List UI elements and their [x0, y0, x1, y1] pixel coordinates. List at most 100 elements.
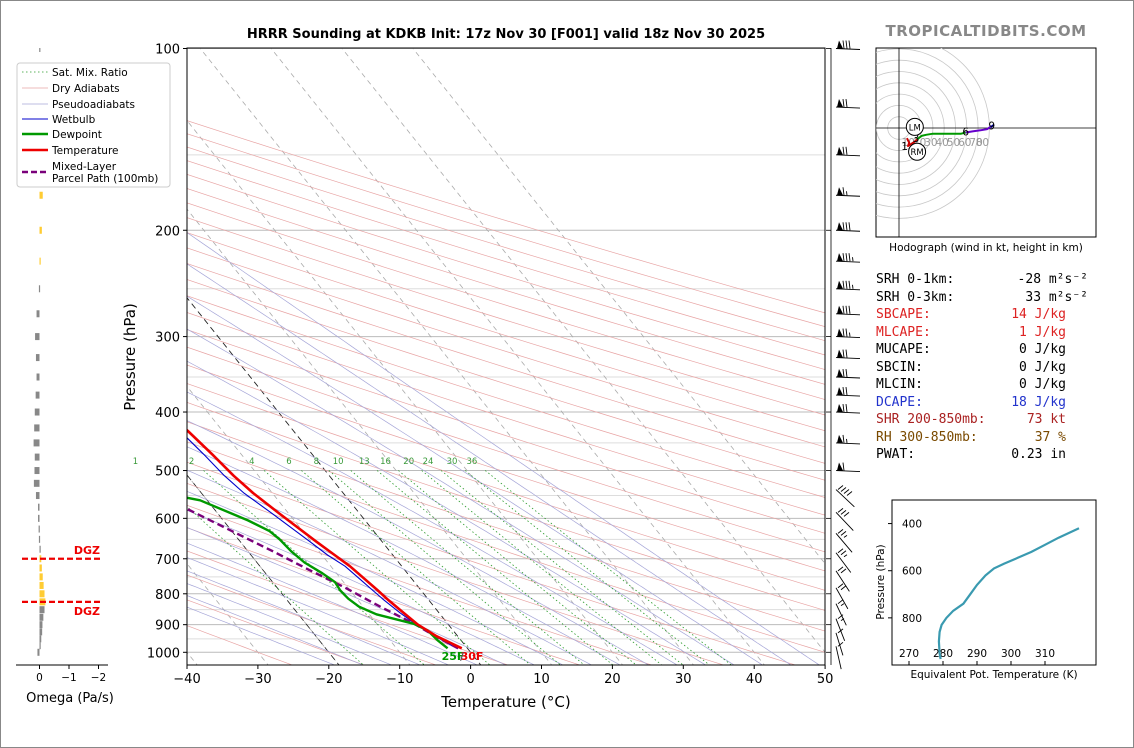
series-mixedlayer-line — [187, 507, 459, 650]
legend-label: Pseudoadiabats — [52, 99, 135, 111]
mixing-ratio-label: 24 — [423, 457, 434, 467]
barb-flag — [843, 489, 850, 494]
hodograph-ring-label: 50 — [947, 137, 960, 149]
y-tick-label: 300 — [155, 331, 180, 346]
dry-adiabat — [187, 188, 825, 385]
omega-bar — [39, 191, 43, 199]
omega-bar — [35, 354, 40, 362]
x-tick-label: 40 — [746, 672, 763, 687]
barb-staff — [835, 357, 861, 360]
mixing-ratio-label: 1 — [133, 457, 138, 467]
barb-pennant — [837, 253, 843, 262]
barb-pennant — [837, 40, 843, 49]
barb-staff — [835, 470, 861, 472]
wind-barb — [835, 485, 855, 508]
barb-pennant — [837, 305, 843, 314]
skewt-frame — [186, 47, 826, 666]
barb-flag — [837, 507, 844, 513]
storm-motion-marker — [905, 117, 924, 136]
mixing-ratio-line — [464, 470, 711, 665]
barb-staff — [835, 336, 861, 339]
hodograph-ring-label: 80 — [976, 137, 989, 149]
wind-barb — [835, 387, 861, 397]
index-row: SBCAPE: 14 J/kg — [876, 307, 1066, 325]
barb-flag — [848, 253, 851, 262]
hodograph-ring-label: 70 — [969, 137, 982, 149]
index-label: SBCIN: — [876, 359, 923, 375]
x-tick-label: −20 — [315, 672, 342, 687]
barb-flag — [840, 550, 847, 556]
sounding-indices: SRH 0-1km: -28 m²s⁻² SRH 0-3km: 33 m²s⁻² SBC… — [876, 272, 1088, 465]
barb-pennant — [837, 222, 843, 231]
dry-adiabat — [187, 312, 825, 516]
barb-flag — [840, 585, 847, 591]
barb-flag — [840, 530, 847, 536]
hodograph-trace — [906, 123, 995, 148]
wind-barb-column — [826, 40, 861, 670]
wind-barb — [835, 328, 861, 339]
x-tick-label: −10 — [386, 672, 413, 687]
barb-flag — [842, 368, 845, 378]
omega-bar — [33, 479, 40, 487]
legend-box — [16, 62, 171, 188]
index-label: PWAT: — [876, 447, 916, 462]
barb-staff — [835, 552, 852, 573]
zero-isotherm — [187, 297, 482, 665]
x-tick-label: −30 — [244, 672, 271, 687]
mixing-ratio-label: 16 — [380, 457, 391, 467]
mixing-ratio-label: 36 — [466, 457, 477, 467]
barb-pennant — [837, 280, 843, 289]
index-label: DCAPE: — [876, 394, 923, 410]
barb-flag — [842, 222, 845, 231]
barb-pennant — [837, 187, 843, 196]
hodograph-height-label: 9 — [988, 121, 995, 133]
barb-flag — [842, 434, 845, 443]
mixing-ratio-line — [187, 506, 364, 665]
dry-adiabat — [187, 504, 653, 665]
x-tick-label: 0 — [466, 672, 474, 687]
barb-flag — [837, 485, 844, 490]
legend-label-line: Mixed-Layer — [52, 161, 117, 173]
index-row: SRH 0-1km: -28 m²s⁻² — [876, 272, 1088, 290]
barb-half-flag — [846, 438, 848, 443]
hodograph-height-label: 6 — [962, 126, 969, 138]
mixing-ratio-line — [440, 470, 684, 665]
mixing-ratio-line — [484, 470, 733, 665]
x-tick-label: 20 — [604, 672, 621, 687]
index-label: SRH 0-1km: — [876, 272, 955, 287]
barb-half-flag — [840, 603, 845, 607]
mixing-ratio-label: 30 — [447, 457, 458, 467]
index-label: MUCAPE: — [876, 342, 931, 357]
theta-e-line — [937, 527, 1080, 660]
wind-barb — [835, 98, 861, 109]
barb-flag — [845, 387, 848, 396]
omega-panel: 0 −1 −2 Omega (Pa/s) DGZ DGZ — [16, 48, 114, 706]
y-tick-label: 800 — [155, 588, 180, 603]
barb-staff — [835, 394, 861, 397]
y-tick-label: 1000 — [147, 646, 180, 661]
pseudoadiabat — [187, 606, 336, 665]
pseudoadiabat — [187, 232, 820, 665]
barb-flag — [837, 548, 844, 554]
mixing-ratio-label: 13 — [359, 457, 370, 467]
pseudoadiabat — [187, 446, 621, 665]
mixing-ratio-label: 6 — [286, 457, 291, 467]
storm-motion-marker — [908, 142, 927, 161]
index-label: SHR 200-850mb: — [876, 412, 986, 427]
index-value: 0 J/kg — [1019, 342, 1066, 357]
omega-bar — [39, 628, 43, 636]
omega-tick-label: −1 — [61, 672, 76, 684]
barb-staff — [835, 587, 849, 610]
dry-adiabat — [187, 441, 825, 653]
theta-e-x-title: Equivalent Pot. Temperature (K) — [910, 669, 1077, 681]
sounding-traces — [187, 428, 463, 650]
barb-flag — [843, 511, 850, 517]
barb-flag — [840, 487, 847, 492]
isotherm — [187, 119, 624, 665]
dry-adiabat — [187, 483, 725, 665]
mixing-ratio-line — [421, 470, 663, 665]
barb-flag — [837, 599, 844, 605]
pseudoadiabat — [187, 328, 735, 665]
omega-bar — [38, 503, 40, 511]
hodograph-height-label: 1 — [901, 141, 908, 153]
